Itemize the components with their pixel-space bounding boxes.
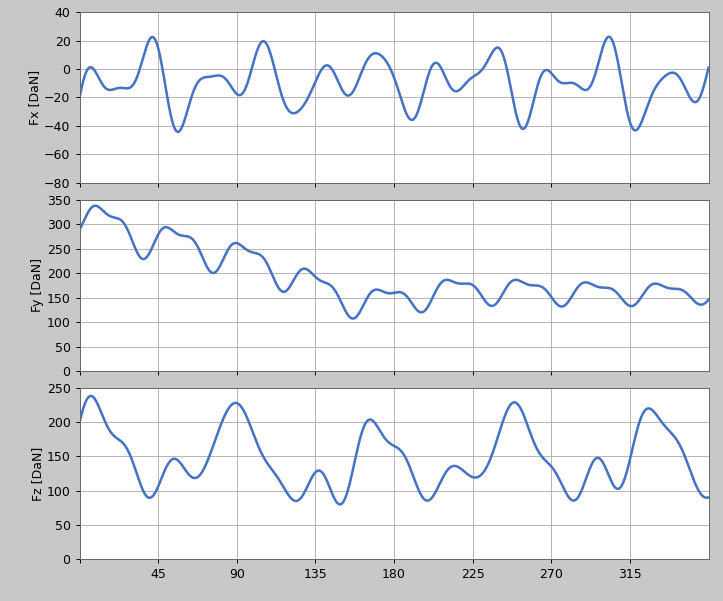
- Y-axis label: Fy [DaN]: Fy [DaN]: [31, 258, 44, 313]
- Y-axis label: Fz [DaN]: Fz [DaN]: [31, 447, 44, 501]
- Y-axis label: Fx [DaN]: Fx [DaN]: [28, 70, 41, 125]
